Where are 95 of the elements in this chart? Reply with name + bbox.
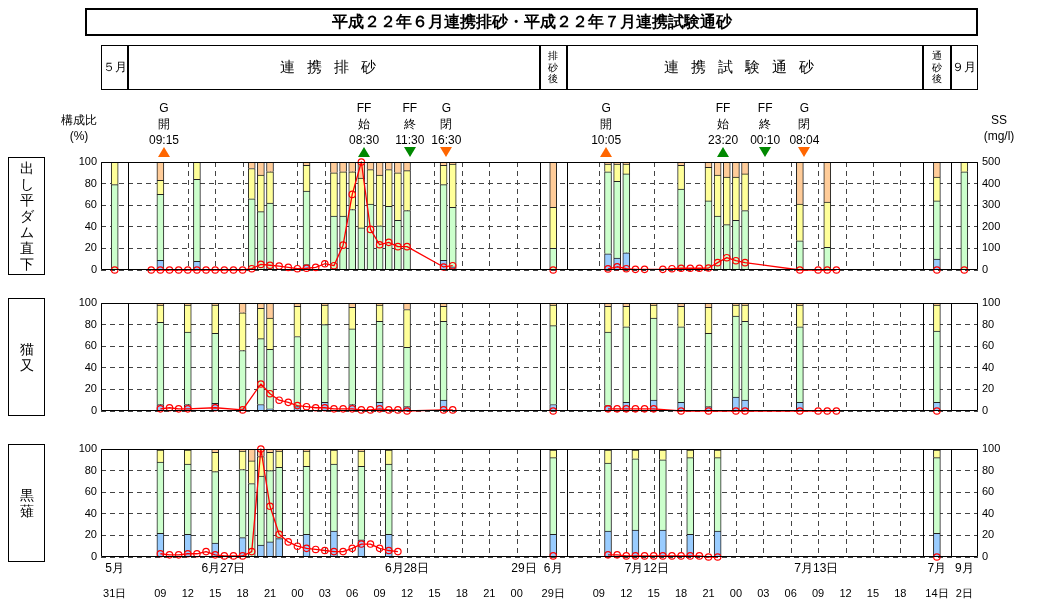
x-tick-label: 00 bbox=[729, 586, 743, 599]
y-tick-label: 60 bbox=[84, 339, 97, 352]
text: 6月27日 bbox=[201, 561, 246, 575]
y-tick-label: 40 bbox=[84, 360, 97, 373]
text: ９月 bbox=[950, 45, 978, 90]
y-tick-label: 80 bbox=[84, 176, 97, 189]
x-tick-label: 06 bbox=[784, 586, 797, 599]
text: 出し平ダム直下 bbox=[19, 159, 34, 273]
x-tick-label: 15 bbox=[866, 586, 880, 599]
y2-tick-label: 40 bbox=[982, 360, 995, 373]
x-tick-label: 12 bbox=[839, 586, 852, 599]
x-tick-label: 09 bbox=[154, 586, 167, 599]
text: 7月12日 bbox=[624, 561, 669, 575]
x-tick-label: 09 bbox=[592, 586, 606, 599]
text: 6月28日 bbox=[385, 561, 430, 575]
text: 猫又 bbox=[19, 340, 34, 374]
x-tick-label: 14日 bbox=[925, 586, 949, 599]
text: 5月 bbox=[105, 561, 125, 575]
y2-tick-label: 0 bbox=[982, 263, 989, 276]
y-tick-label: 0 bbox=[90, 550, 97, 563]
x-tick-label: 18 bbox=[236, 586, 249, 599]
x-tick-label: 18 bbox=[894, 586, 907, 599]
text: ５月 bbox=[101, 45, 129, 90]
x-tick-label: 15 bbox=[209, 586, 222, 599]
x-tick-label: 03 bbox=[318, 586, 331, 599]
y2-tick-label: 60 bbox=[982, 485, 995, 498]
y-tick-label: 20 bbox=[84, 528, 97, 541]
y2-tick-label: 0 bbox=[982, 404, 989, 417]
text: G 開 09:15 bbox=[149, 101, 180, 147]
y2-tick-label: 400 bbox=[982, 176, 1001, 189]
text: G 閉 16:30 bbox=[431, 101, 462, 147]
x-tick-label: 09 bbox=[373, 586, 386, 599]
y-tick-label: 100 bbox=[78, 296, 97, 309]
text: 6月 bbox=[543, 561, 563, 575]
x-tick-label: 21 bbox=[263, 586, 277, 599]
y2-tick-label: 500 bbox=[982, 155, 1001, 168]
y-tick-label: 0 bbox=[90, 263, 97, 276]
y-tick-label: 100 bbox=[78, 442, 97, 455]
y-tick-label: 60 bbox=[84, 198, 97, 211]
text: FF 始 23:20 bbox=[708, 101, 739, 147]
y2-tick-label: 40 bbox=[982, 506, 995, 519]
x-tick-label: 18 bbox=[674, 586, 688, 599]
text: 連携排砂 bbox=[128, 45, 540, 90]
text: G 閉 08:04 bbox=[789, 101, 820, 147]
y2-tick-label: 300 bbox=[982, 198, 1001, 211]
y-tick-label: 80 bbox=[84, 317, 97, 330]
text: 排砂後 bbox=[548, 50, 559, 85]
x-tick-label: 03 bbox=[757, 586, 770, 599]
x-tick-label: 12 bbox=[620, 586, 633, 599]
x-tick-label: 21 bbox=[483, 586, 496, 599]
x-tick-label: 00 bbox=[291, 586, 304, 599]
y-tick-label: 0 bbox=[90, 404, 97, 417]
y2-tick-label: 20 bbox=[982, 382, 995, 395]
x-tick-label: 31日 bbox=[103, 586, 127, 599]
x-tick-label: 12 bbox=[400, 586, 414, 599]
text: 7月13日 bbox=[794, 561, 839, 575]
y2-tick-label: 80 bbox=[982, 463, 995, 476]
y2-tick-label: 80 bbox=[982, 317, 995, 330]
y2-tick-label: 100 bbox=[982, 442, 1001, 455]
y2-axis-title: SS (mg/l) bbox=[983, 113, 1015, 143]
y-tick-label: 40 bbox=[84, 219, 97, 232]
text: 7月 bbox=[927, 561, 947, 575]
y-tick-label: 100 bbox=[78, 155, 97, 168]
text: 平成２２年６月連携排砂・平成２２年７月連携試験通砂 bbox=[85, 8, 978, 36]
y2-tick-label: 60 bbox=[982, 339, 995, 352]
text: 9月 bbox=[954, 561, 974, 575]
y-tick-label: 40 bbox=[84, 506, 97, 519]
y2-tick-label: 100 bbox=[982, 241, 1001, 254]
text: 通砂後 bbox=[931, 50, 942, 85]
text: G 開 10:05 bbox=[591, 101, 622, 147]
x-tick-label: 2日 bbox=[955, 586, 973, 599]
x-tick-label: 12 bbox=[181, 586, 194, 599]
x-tick-label: 00 bbox=[510, 586, 523, 599]
y2-tick-label: 200 bbox=[982, 219, 1001, 232]
x-tick-label: 15 bbox=[647, 586, 660, 599]
text: 連携試験通砂 bbox=[566, 45, 924, 90]
y2-tick-label: 100 bbox=[982, 296, 1001, 309]
text: 黒薙 bbox=[19, 486, 34, 520]
y-tick-label: 80 bbox=[84, 463, 97, 476]
x-tick-label: 21 bbox=[702, 586, 715, 599]
x-tick-label: 09 bbox=[812, 586, 825, 599]
y-tick-label: 20 bbox=[84, 241, 97, 254]
x-tick-label: 06 bbox=[346, 586, 359, 599]
y2-tick-label: 20 bbox=[982, 528, 995, 541]
text: 29日 bbox=[511, 561, 537, 575]
x-tick-label: 15 bbox=[428, 586, 441, 599]
x-tick-label: 18 bbox=[455, 586, 468, 599]
x-tick-label: 29日 bbox=[541, 586, 565, 599]
y-tick-label: 60 bbox=[84, 485, 97, 498]
y-tick-label: 20 bbox=[84, 382, 97, 395]
text: FF 始 08:30 bbox=[349, 101, 380, 147]
text: FF 終 00:10 bbox=[750, 101, 781, 147]
text: FF 終 11:30 bbox=[395, 101, 425, 147]
y2-tick-label: 0 bbox=[982, 550, 989, 563]
y-axis-title: 構成比 (%) bbox=[61, 113, 97, 143]
